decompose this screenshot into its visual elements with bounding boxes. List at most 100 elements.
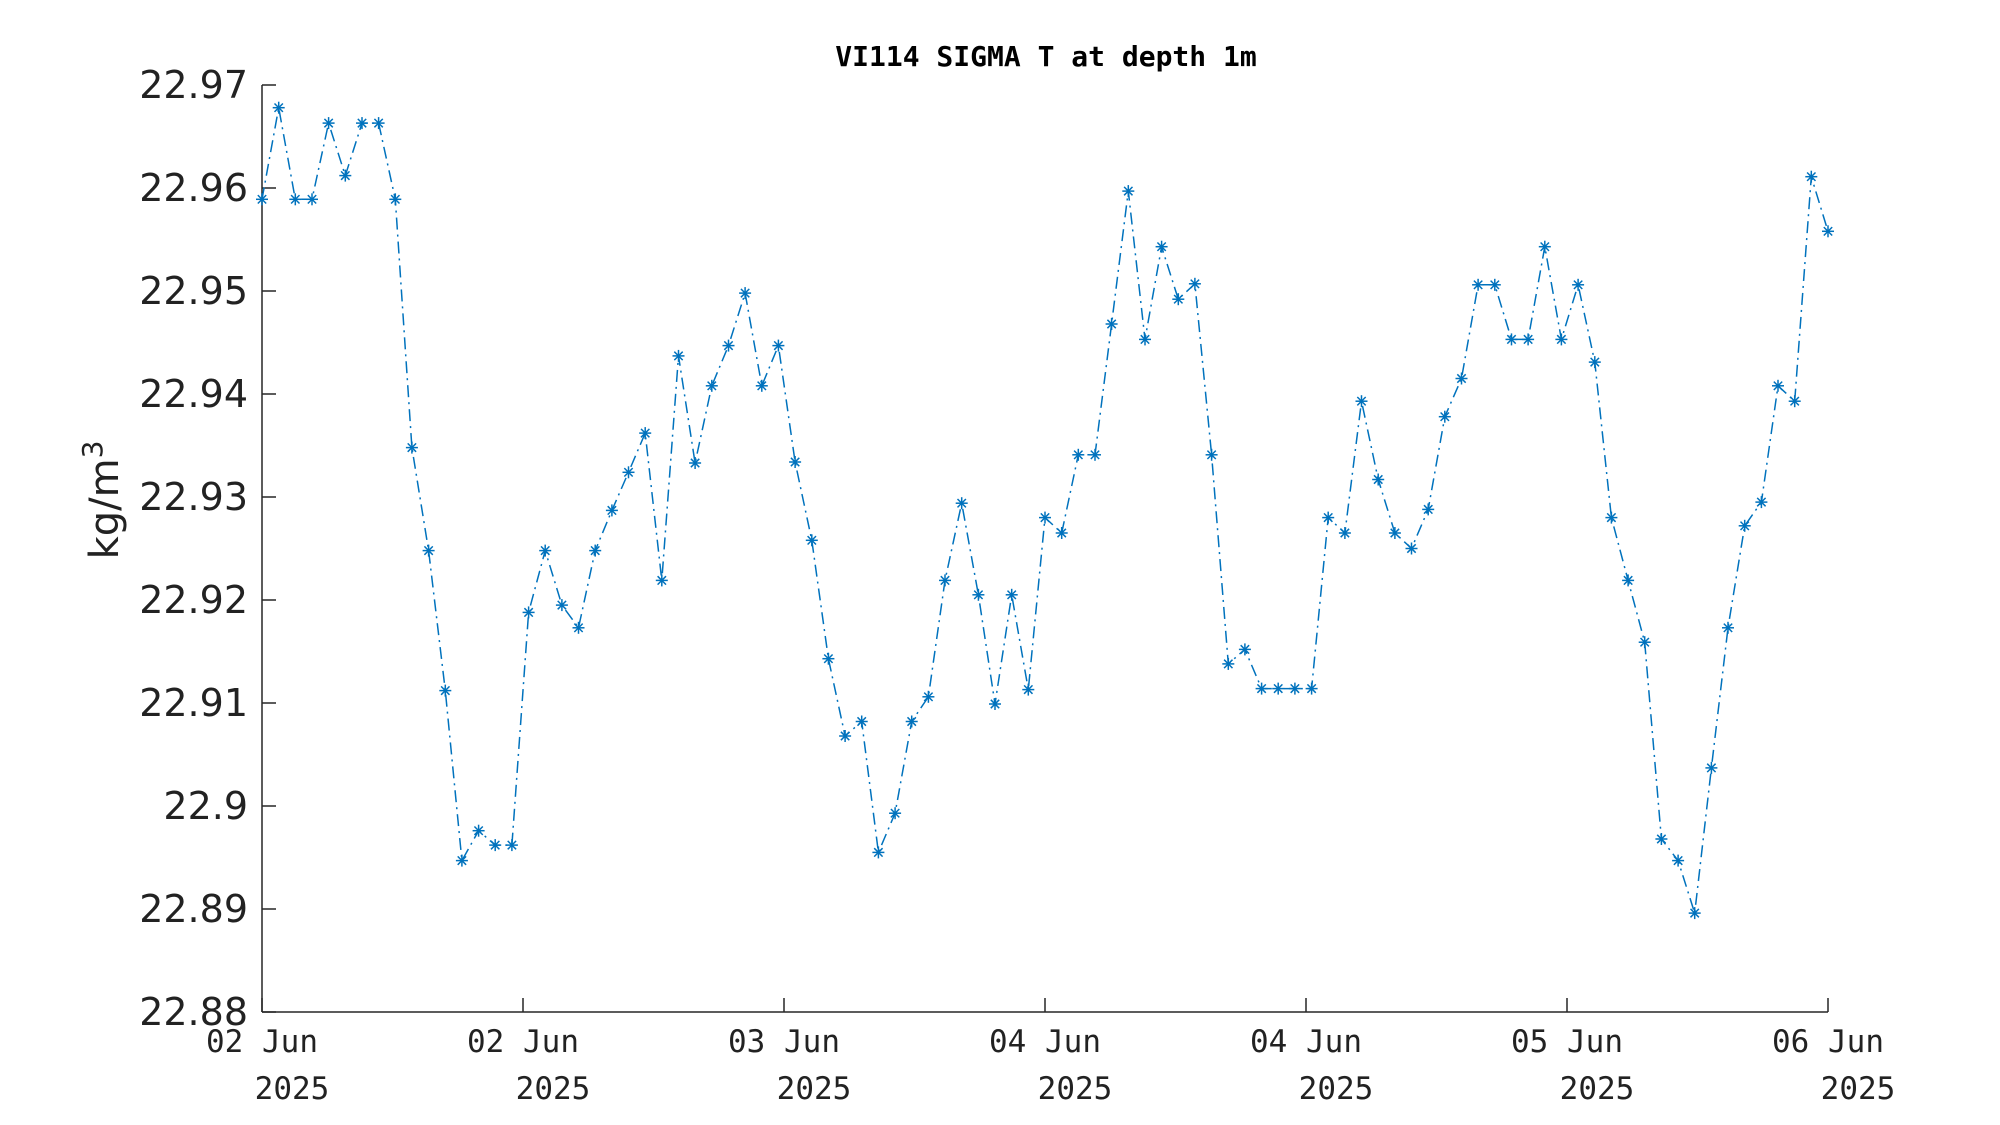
data-point	[872, 846, 885, 859]
data-point	[472, 824, 485, 837]
data-point	[339, 169, 352, 182]
data-point	[1755, 496, 1768, 509]
data-point	[789, 456, 802, 468]
data-point	[1772, 379, 1784, 392]
data-point	[672, 349, 685, 362]
data-point	[505, 839, 518, 852]
data-point	[1688, 907, 1701, 920]
y-axis-label-superscript: 3	[76, 441, 109, 459]
data-point	[939, 574, 951, 587]
data-point	[1255, 682, 1268, 695]
data-point	[1822, 225, 1834, 238]
x-tick-year-label: 2025	[516, 1071, 591, 1107]
data-point	[272, 101, 285, 114]
data-point	[822, 652, 835, 665]
data-point	[1005, 588, 1018, 601]
data-point	[1522, 333, 1535, 346]
data-point	[256, 193, 268, 206]
data-point	[1238, 643, 1251, 656]
data-point	[1422, 503, 1435, 516]
data-point	[1622, 574, 1635, 587]
y-tick-label: 22.96	[139, 166, 248, 210]
chart-title: VI114 SIGMA T at depth 1m	[835, 40, 1256, 73]
data-point	[1322, 511, 1335, 524]
x-ticks: 02 Jun 2025 02 Jun 2025 03 Jun 2025 04 Jun 2025…	[206, 998, 1895, 1107]
data-point	[1655, 833, 1668, 845]
y-tick-label: 22.91	[139, 681, 248, 725]
data-point	[589, 544, 602, 557]
data-point	[1588, 356, 1601, 369]
data-point	[1355, 395, 1368, 408]
data-point	[306, 193, 318, 206]
data-point	[1022, 683, 1035, 696]
data-point	[989, 698, 1001, 710]
data-point	[389, 193, 402, 206]
data-point	[522, 606, 535, 619]
data-point	[1055, 527, 1068, 539]
data-point	[572, 621, 585, 634]
data-point	[689, 457, 702, 469]
data-point	[889, 807, 902, 820]
data-point	[1222, 657, 1235, 670]
data-point	[322, 117, 335, 130]
y-tick-label: 22.88	[139, 990, 248, 1034]
data-point	[356, 117, 368, 130]
data-point	[1455, 372, 1468, 385]
y-tick-label: 22.89	[139, 887, 248, 931]
y-tick-label: 22.97	[139, 63, 248, 107]
data-point	[622, 466, 635, 479]
data-point	[839, 730, 852, 742]
series-line	[261, 107, 1829, 914]
y-tick-label: 22.95	[139, 269, 248, 313]
data-point	[1122, 185, 1135, 198]
data-point	[605, 504, 618, 517]
data-point	[922, 690, 935, 703]
data-point	[955, 497, 968, 510]
data-point	[1305, 682, 1318, 695]
data-point	[555, 599, 568, 612]
data-point	[1338, 527, 1351, 539]
x-tick-year-label: 2025	[777, 1071, 852, 1107]
data-point	[1072, 448, 1085, 461]
data-point	[1472, 278, 1485, 291]
data-point	[439, 684, 452, 697]
data-point	[755, 379, 768, 392]
data-point	[1555, 333, 1568, 346]
data-point	[972, 588, 985, 601]
data-point	[905, 715, 918, 728]
y-tick-label: 22.93	[139, 475, 248, 519]
data-point	[1139, 333, 1151, 346]
data-point	[539, 544, 552, 557]
y-ticks: 22.88 22.89 22.9 22.91 22.92 22.93 22.94 22.95 2…	[139, 63, 276, 1034]
data-point	[805, 534, 818, 547]
data-point	[772, 339, 785, 352]
x-tick-date-label: 02 Jun	[206, 1024, 318, 1060]
data-point	[1372, 473, 1385, 486]
x-tick-year-label: 2025	[255, 1071, 330, 1107]
x-tick-year-label: 2025	[1038, 1071, 1113, 1107]
x-tick-date-label: 05 Jun	[1511, 1024, 1623, 1060]
y-tick-label: 22.92	[139, 578, 248, 622]
data-point	[489, 839, 502, 852]
data-point	[1488, 278, 1501, 291]
y-axis-label-base: kg/m	[82, 458, 128, 559]
data-point	[1538, 240, 1551, 253]
data-point	[1605, 511, 1618, 524]
y-axis-label: kg/m3	[76, 441, 128, 560]
series-markers	[256, 101, 1834, 920]
x-tick-date-label: 03 Jun	[728, 1024, 840, 1060]
data-point	[705, 379, 718, 392]
data-point	[1805, 170, 1818, 183]
data-point	[739, 287, 752, 300]
data-point	[1788, 395, 1801, 408]
data-point	[1089, 448, 1101, 461]
data-point	[1505, 333, 1518, 346]
data-point	[655, 574, 668, 587]
y-tick-label: 22.94	[139, 372, 248, 416]
data-point	[1405, 542, 1418, 555]
data-point	[1722, 621, 1734, 634]
data-point	[422, 544, 435, 557]
data-point	[1105, 318, 1118, 330]
data-point	[1039, 511, 1051, 524]
